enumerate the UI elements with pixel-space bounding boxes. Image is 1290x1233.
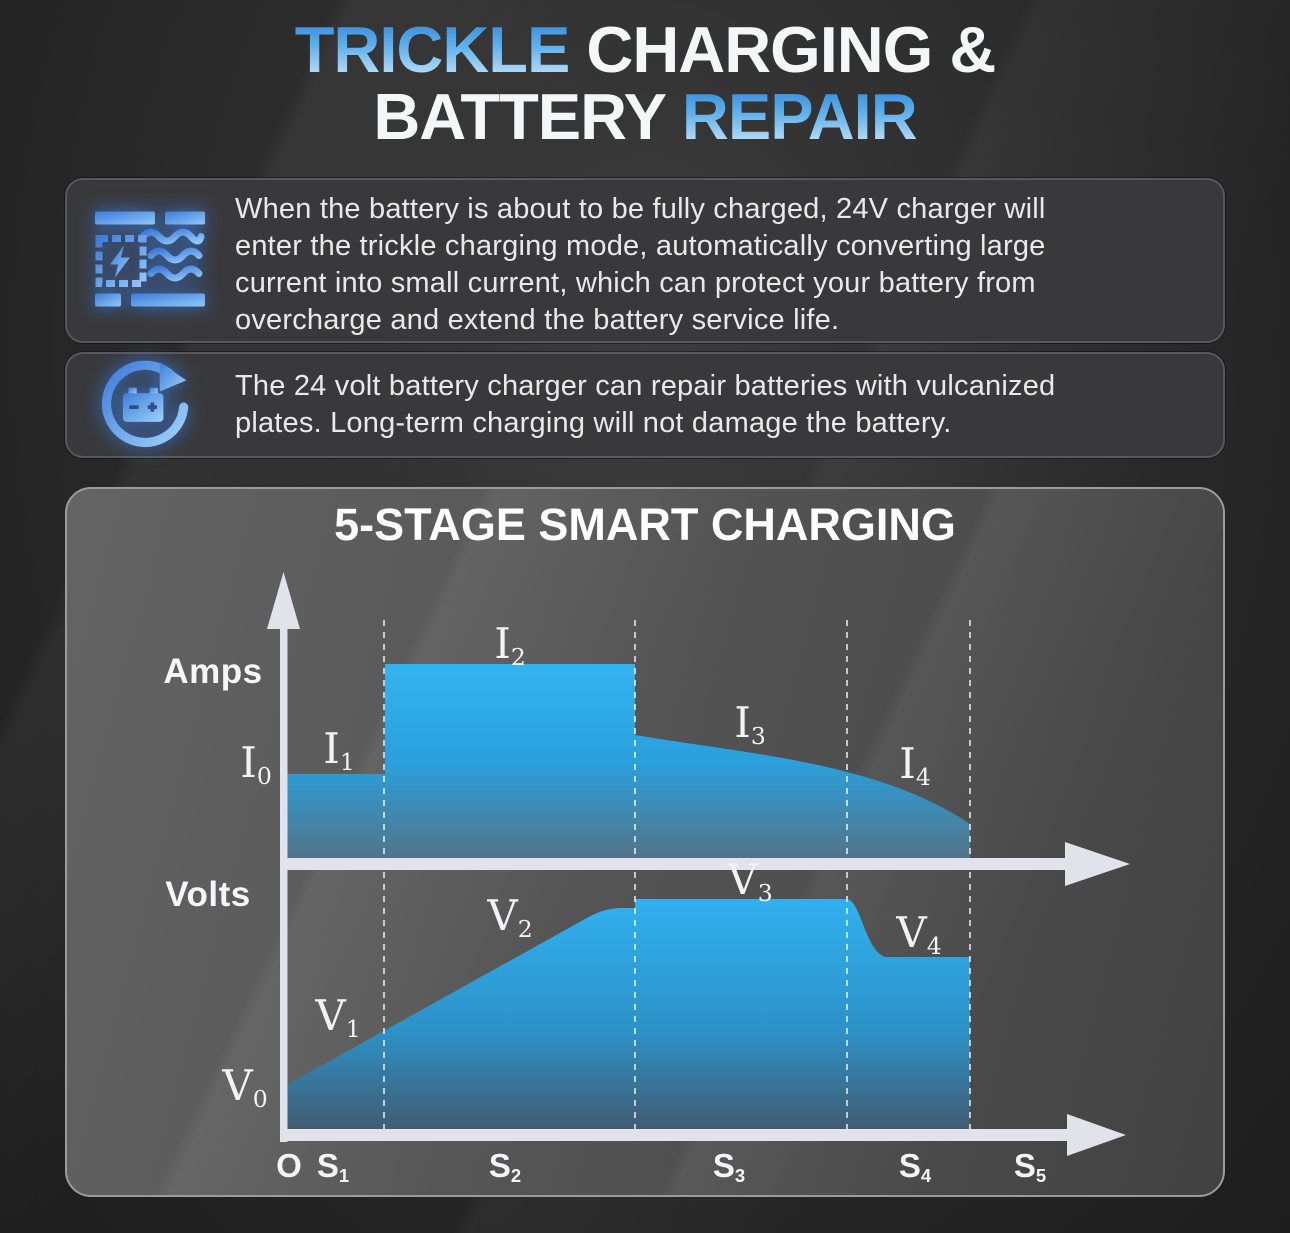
label-v1: V1 xyxy=(315,991,361,1043)
label-v3: V3 xyxy=(727,855,773,907)
y-axis-arrow xyxy=(267,572,300,629)
title-charging: CHARGING & xyxy=(569,13,996,86)
page-title: TRICKLE CHARGING & BATTERY REPAIR xyxy=(0,16,1290,150)
label-i2: I2 xyxy=(494,619,526,671)
label-i4: I4 xyxy=(899,739,931,791)
x-label-s4: S4 xyxy=(898,1146,932,1187)
label-i1: I1 xyxy=(323,724,355,776)
title-repair: REPAIR xyxy=(681,80,918,153)
text-line: overcharge and extend the battery servic… xyxy=(235,304,840,336)
trickle-charging-info-box: When the battery is about to be fully ch… xyxy=(65,178,1225,343)
amps-baseline-arrow xyxy=(1065,842,1130,886)
amps-baseline xyxy=(280,858,1066,870)
label-i0: I0 xyxy=(240,738,272,790)
chart-title: 5-STAGE SMART CHARGING xyxy=(334,499,956,550)
title-trickle: TRICKLE xyxy=(294,13,571,86)
battery-repair-icon xyxy=(99,357,191,454)
x-label-origin: O xyxy=(276,1146,302,1184)
y-axis-line xyxy=(280,619,288,1142)
title-line-2: BATTERY REPAIR xyxy=(0,83,1290,150)
x-label-s3: S3 xyxy=(712,1146,746,1187)
label-v0: V0 xyxy=(222,1061,268,1113)
label-i3: I3 xyxy=(734,698,766,750)
volts-baseline-arrow xyxy=(1067,1114,1126,1156)
text-line: current into small current, which can pr… xyxy=(235,267,1036,299)
battery-repair-info-box: The 24 volt battery charger can repair b… xyxy=(65,352,1225,458)
title-line-1: TRICKLE CHARGING & xyxy=(0,16,1290,83)
amps-axis-label: Amps xyxy=(163,652,263,691)
label-v4: V4 xyxy=(896,908,942,960)
volts-area-series xyxy=(283,899,970,1137)
text-line: enter the trickle charging mode, automat… xyxy=(235,230,1046,262)
five-stage-chart-card: 5-STAGE SMART CHARGING xyxy=(65,487,1225,1197)
text-line: When the battery is about to be fully ch… xyxy=(235,193,1046,225)
amps-area-series xyxy=(283,664,970,858)
battery-repair-text: The 24 volt battery charger can repair b… xyxy=(235,368,1055,442)
text-line: The 24 volt battery charger can repair b… xyxy=(235,370,1056,402)
stage-gridlines xyxy=(383,620,971,1129)
title-battery: BATTERY xyxy=(373,80,682,153)
text-line: plates. Long-term charging will not dama… xyxy=(235,407,952,439)
volts-axis-label: Volts xyxy=(165,875,251,914)
axes xyxy=(267,572,1130,1156)
x-label-s1: S1 xyxy=(316,1146,350,1187)
trickle-mode-icon xyxy=(93,205,209,316)
charging-curves-plot xyxy=(267,572,1130,1156)
x-label-s5: S5 xyxy=(1013,1146,1047,1187)
label-v2: V2 xyxy=(487,891,533,943)
volts-baseline xyxy=(280,1129,1069,1141)
x-label-s2: S2 xyxy=(488,1146,522,1187)
trickle-charging-text: When the battery is about to be fully ch… xyxy=(235,191,1046,339)
